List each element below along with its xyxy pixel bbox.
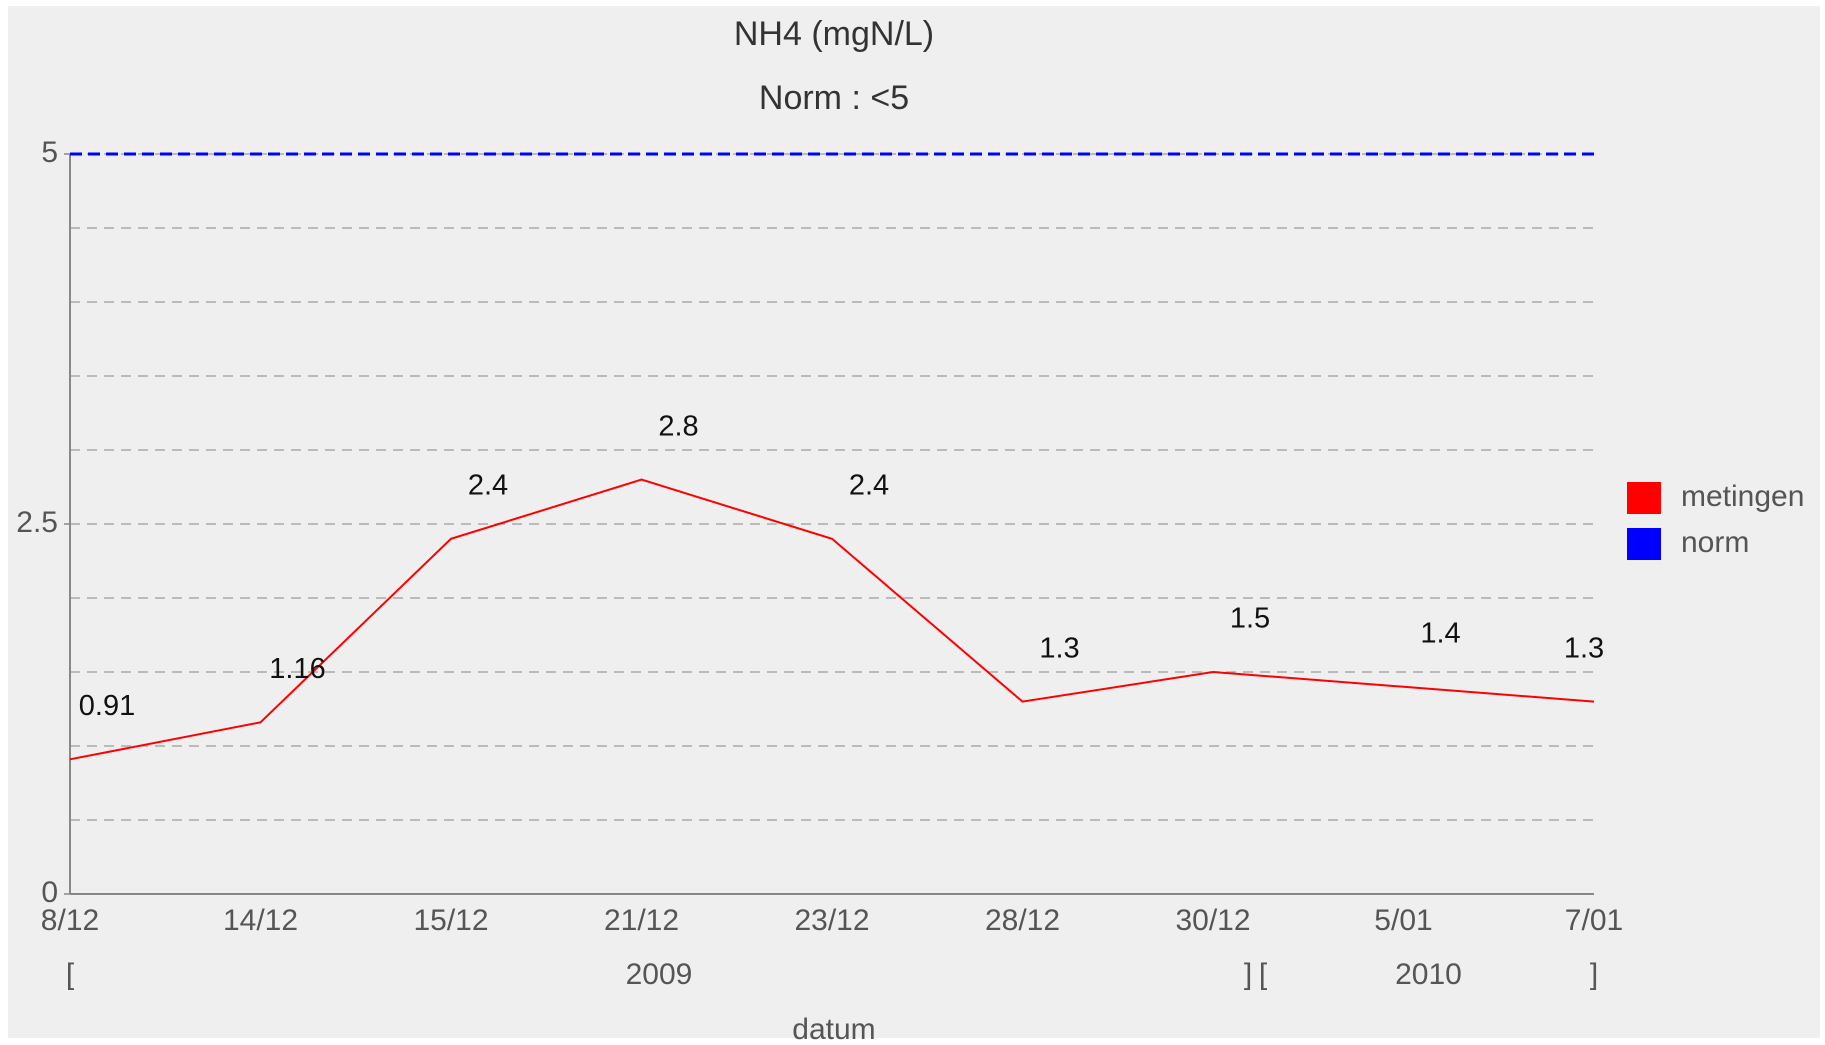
data-label: 1.4 <box>1420 617 1460 649</box>
x-tick-label: 14/12 <box>223 904 298 937</box>
legend-label: norm <box>1681 526 1749 559</box>
legend-swatch <box>1627 482 1661 514</box>
group-bracket: [ <box>1259 958 1268 991</box>
x-tick-label: 5/01 <box>1374 904 1432 937</box>
legend-swatch <box>1627 528 1661 560</box>
series-line <box>69 478 1595 761</box>
group-bracket: ] <box>1244 958 1252 991</box>
data-label: 1.16 <box>269 653 325 685</box>
x-tick-label: 7/01 <box>1565 904 1623 937</box>
data-label: 2.4 <box>849 469 889 501</box>
data-label: 2.8 <box>658 410 698 442</box>
chart-subtitle: Norm : <5 <box>759 79 909 117</box>
y-tick-label: 2.5 <box>16 506 58 539</box>
group-bracket: ] <box>1590 958 1598 991</box>
data-label: 0.91 <box>79 690 135 722</box>
x-tick-label: 8/12 <box>41 904 99 937</box>
group-bracket: [ <box>66 958 75 991</box>
x-tick-label: 28/12 <box>985 904 1060 937</box>
chart-background <box>8 6 1820 1038</box>
x-tick-label: 30/12 <box>1175 904 1250 937</box>
data-label: 1.3 <box>1564 632 1604 664</box>
group-label: 2009 <box>626 958 693 991</box>
x-tick-label: 23/12 <box>794 904 869 937</box>
y-tick-label: 0 <box>41 876 58 909</box>
x-tick-label: 15/12 <box>413 904 488 937</box>
data-label: 1.3 <box>1039 632 1079 664</box>
x-axis-label: datum <box>792 1013 875 1045</box>
legend-label: metingen <box>1681 480 1804 513</box>
x-tick-label: 21/12 <box>604 904 679 937</box>
y-tick-label: 5 <box>41 136 58 169</box>
group-label: 2010 <box>1395 958 1462 991</box>
data-label: 2.4 <box>468 469 508 501</box>
chart-title: NH4 (mgN/L) <box>734 15 934 53</box>
data-label: 1.5 <box>1230 603 1270 635</box>
